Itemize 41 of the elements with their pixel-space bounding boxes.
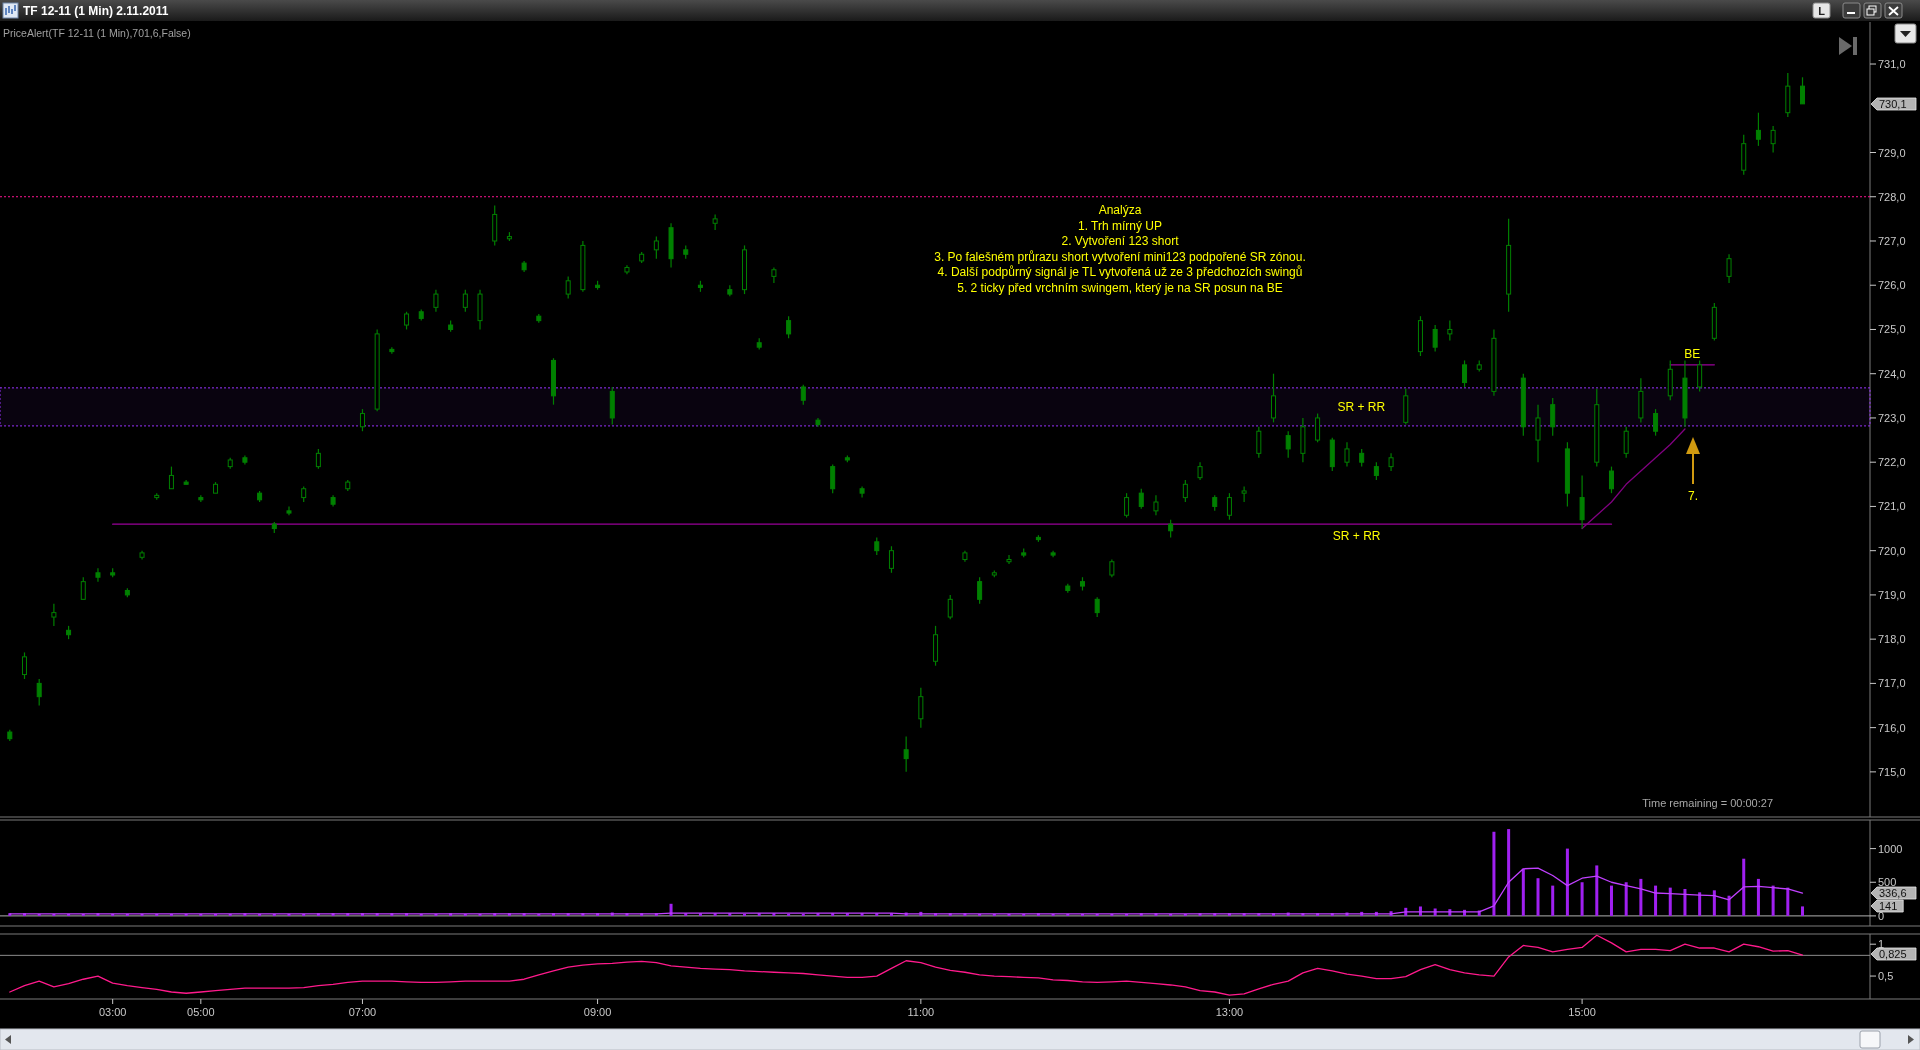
y-tick-label: 715,0 bbox=[1878, 765, 1906, 778]
y-tick-label: 726,0 bbox=[1878, 279, 1906, 292]
y-tick-label: 727,0 bbox=[1878, 234, 1906, 247]
y-tick-label: 728,0 bbox=[1878, 190, 1906, 203]
y-tick-label: 725,0 bbox=[1878, 323, 1906, 336]
y-tick-label: 716,0 bbox=[1878, 721, 1906, 734]
y-tick-label: 717,0 bbox=[1878, 677, 1906, 690]
text: 336,6 bbox=[1879, 887, 1907, 899]
y-tick-label: 719,0 bbox=[1878, 588, 1906, 601]
series-label: SR + RR bbox=[1332, 529, 1381, 544]
x-tick-label: 11:00 bbox=[907, 1006, 935, 1018]
y-tick-label: 729,0 bbox=[1878, 146, 1906, 159]
x-tick-label: 13:00 bbox=[1215, 1006, 1244, 1018]
text: 141 bbox=[1879, 900, 1898, 912]
y-tick-label: 500 bbox=[1878, 876, 1897, 889]
y-tick-label: 1000 bbox=[1878, 842, 1903, 855]
annotation: Time remaining = 00:00:27 bbox=[1642, 797, 1773, 809]
x-tick-label: 03:00 bbox=[98, 1006, 127, 1018]
y-tick-label: 731,0 bbox=[1878, 58, 1906, 71]
y-tick-label: 0,5 bbox=[1878, 970, 1894, 983]
y-tick-label: 723,0 bbox=[1878, 411, 1906, 424]
y-tick-label: 721,0 bbox=[1878, 500, 1906, 513]
series-label: BE bbox=[1684, 346, 1701, 361]
x-tick-label: 05:00 bbox=[187, 1006, 215, 1018]
text: 730,1 bbox=[1879, 98, 1907, 110]
text: 0,825 bbox=[1879, 948, 1907, 960]
y-tick-label: 1 bbox=[1878, 938, 1885, 951]
text: L bbox=[1818, 5, 1826, 17]
y-tick-label: 722,0 bbox=[1878, 456, 1906, 469]
chart-title: TF 12-11 (1 Min) 2.11.2011 bbox=[23, 4, 169, 18]
annotation: 7. bbox=[1687, 489, 1699, 503]
y-tick-label: 0 bbox=[1878, 909, 1885, 922]
band-label: SR + RR bbox=[1337, 399, 1386, 414]
x-tick-label: 07:00 bbox=[348, 1006, 377, 1018]
annotation: Analýza 1. Trh mírný UP 2. Vytvoření 123 short 3. Po falešném průrazu short vytvoření mini123 podpořené SR zónou. 4. Další podpůrný signál je TL vytvořená už ze 3 předchozích swingů 5. 2 ticky před vrchním swingem, který je na SR posun na BE bbox=[934, 203, 1306, 295]
y-tick-label: 724,0 bbox=[1878, 367, 1906, 380]
x-tick-label: 15:00 bbox=[1568, 1006, 1596, 1018]
y-tick-label: 718,0 bbox=[1878, 633, 1906, 646]
y-tick-label: 720,0 bbox=[1878, 544, 1906, 557]
x-tick-label: 09:00 bbox=[583, 1006, 612, 1018]
text: PriceAlert(TF 12-11 (1 Min),701,6,False) bbox=[3, 27, 191, 39]
